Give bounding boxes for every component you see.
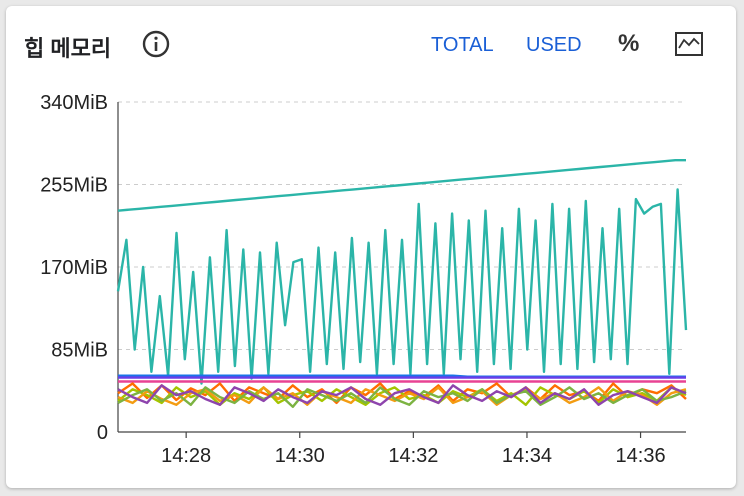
x-tick-label: 14:32 xyxy=(388,445,438,467)
y-tick-label: 255MiB xyxy=(40,175,108,197)
series-line-10 xyxy=(117,384,687,406)
x-tick-labels: 14:28 14:30 14:32 14:34 14:36 xyxy=(161,432,666,467)
x-tick-label: 14:30 xyxy=(275,445,325,467)
used-button[interactable]: USED xyxy=(526,34,582,56)
series-line-1 xyxy=(117,158,686,212)
info-icon[interactable] xyxy=(142,30,170,58)
series-line-8 xyxy=(117,386,687,406)
line-chart-icon[interactable] xyxy=(674,30,704,58)
grid-lines xyxy=(118,101,686,350)
x-tick-label: 14:28 xyxy=(161,445,211,467)
card-title: 힙 메모리 xyxy=(24,36,112,61)
series-lines xyxy=(116,158,688,408)
y-tick-label: 340MiB xyxy=(40,92,108,114)
x-tick-label: 14:36 xyxy=(616,445,666,467)
x-tick-label: 14:34 xyxy=(502,445,552,467)
total-button[interactable]: TOTAL xyxy=(431,34,494,56)
y-tick-label: 170MiB xyxy=(40,257,108,279)
y-tick-label: 0 xyxy=(97,422,108,444)
y-tick-labels: 0 85MiB 170MiB 255MiB 340MiB xyxy=(40,92,108,444)
percent-button[interactable]: % xyxy=(618,30,640,57)
y-tick-label: 85MiB xyxy=(51,340,108,362)
series-line-2 xyxy=(116,188,688,385)
